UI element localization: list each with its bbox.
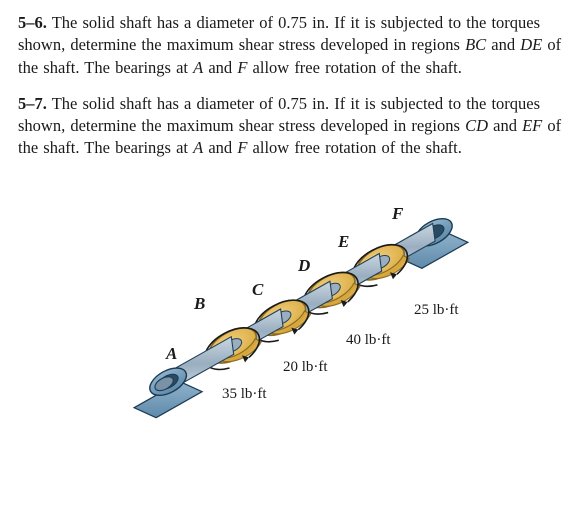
italic-A: A <box>193 138 203 157</box>
torque-label-0: 35 lb·ft <box>222 386 267 403</box>
problem-5-7: 5–7. The solid shaft has a diameter of 0… <box>18 93 566 160</box>
problem-number: 5–7. <box>18 94 47 113</box>
point-label-B: B <box>194 294 205 314</box>
problem-5-6: 5–6. The solid shaft has a diameter of 0… <box>18 12 566 79</box>
italic-F: F <box>237 58 247 77</box>
italic-EF: EF <box>522 116 542 135</box>
point-label-F: F <box>392 204 403 224</box>
shaft-figure: A B C D E F 35 lb·ft 20 lb·ft 40 lb·ft 25 lb·ft <box>18 174 566 434</box>
torque-label-1: 20 lb·ft <box>283 359 328 376</box>
problem-text-1: and <box>486 35 520 54</box>
problem-text-3: and <box>203 138 237 157</box>
torque-label-2: 40 lb·ft <box>346 332 391 349</box>
problem-text-0: The solid shaft has a diameter of 0.75 i… <box>18 13 540 54</box>
problem-text-4: allow free rotation of the shaft. <box>247 138 461 157</box>
point-label-E: E <box>338 232 349 252</box>
problem-text-0: The solid shaft has a diameter of 0.75 i… <box>18 94 540 135</box>
point-label-C: C <box>252 280 263 300</box>
point-label-D: D <box>298 256 310 276</box>
shaft-svg <box>18 174 566 434</box>
italic-A: A <box>193 58 203 77</box>
problem-number: 5–6. <box>18 13 47 32</box>
problem-text-1: and <box>488 116 522 135</box>
problem-text-3: and <box>203 58 237 77</box>
italic-F: F <box>237 138 247 157</box>
problem-text-4: allow free rotation of the shaft. <box>247 58 461 77</box>
point-label-A: A <box>166 344 177 364</box>
torque-label-3: 25 lb·ft <box>414 302 459 319</box>
italic-CD: CD <box>465 116 488 135</box>
italic-BC: BC <box>465 35 486 54</box>
italic-DE: DE <box>520 35 542 54</box>
